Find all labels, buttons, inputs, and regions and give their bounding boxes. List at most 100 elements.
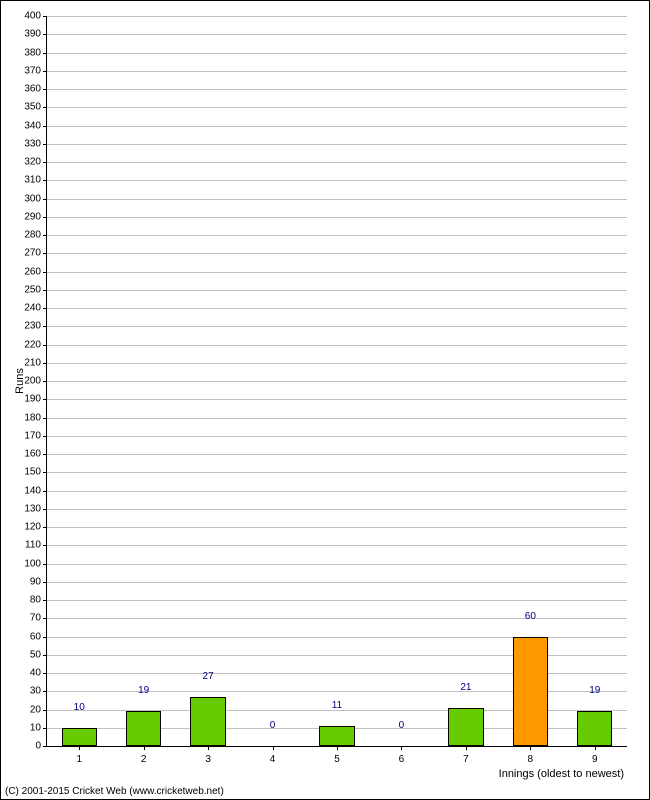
y-tick-label: 170 xyxy=(24,430,47,441)
y-tick-label: 240 xyxy=(24,303,47,314)
bar-value-label: 19 xyxy=(138,685,149,698)
bar-value-label: 60 xyxy=(525,611,536,624)
gridline xyxy=(47,126,627,127)
y-tick-label: 120 xyxy=(24,522,47,533)
y-tick-label: 320 xyxy=(24,157,47,168)
gridline xyxy=(47,144,627,145)
y-tick-label: 340 xyxy=(24,120,47,131)
gridline xyxy=(47,89,627,90)
y-tick-label: 210 xyxy=(24,357,47,368)
x-tick-label: 1 xyxy=(76,746,82,765)
bar xyxy=(513,637,548,747)
y-tick-label: 110 xyxy=(25,540,47,551)
gridline xyxy=(47,509,627,510)
y-tick-label: 180 xyxy=(24,412,47,423)
gridline xyxy=(47,418,627,419)
gridline xyxy=(47,34,627,35)
gridline xyxy=(47,618,627,619)
x-axis-title: Innings (oldest to newest) xyxy=(499,768,624,780)
gridline xyxy=(47,600,627,601)
gridline xyxy=(47,564,627,565)
y-tick-label: 390 xyxy=(24,29,47,40)
gridline xyxy=(47,162,627,163)
gridline xyxy=(47,326,627,327)
bar xyxy=(126,711,161,746)
bar xyxy=(577,711,612,746)
gridline xyxy=(47,16,627,17)
gridline xyxy=(47,381,627,382)
y-tick-label: 250 xyxy=(24,284,47,295)
y-tick-label: 10 xyxy=(30,722,47,733)
chart-container: 0102030405060708090100110120130140150160… xyxy=(0,0,650,800)
gridline xyxy=(47,71,627,72)
y-tick-label: 30 xyxy=(30,686,47,697)
gridline xyxy=(47,308,627,309)
x-tick-label: 7 xyxy=(463,746,469,765)
y-tick-label: 70 xyxy=(30,613,47,624)
y-tick-label: 130 xyxy=(24,503,47,514)
x-tick-label: 5 xyxy=(334,746,340,765)
y-tick-label: 290 xyxy=(24,211,47,222)
x-tick-label: 9 xyxy=(592,746,598,765)
y-tick-label: 190 xyxy=(24,394,47,405)
y-tick-label: 140 xyxy=(24,485,47,496)
y-tick-label: 330 xyxy=(24,138,47,149)
x-tick-label: 8 xyxy=(528,746,534,765)
gridline xyxy=(47,545,627,546)
y-axis-title: Runs xyxy=(14,368,26,394)
y-tick-label: 270 xyxy=(24,248,47,259)
y-tick-label: 260 xyxy=(24,266,47,277)
bar xyxy=(190,697,225,746)
y-tick-label: 200 xyxy=(24,376,47,387)
bar-value-label: 11 xyxy=(332,700,342,713)
y-tick-label: 90 xyxy=(30,576,47,587)
gridline xyxy=(47,235,627,236)
y-tick-label: 310 xyxy=(24,175,47,186)
y-tick-label: 380 xyxy=(24,47,47,58)
bar-value-label: 0 xyxy=(399,720,405,733)
gridline xyxy=(47,53,627,54)
gridline xyxy=(47,199,627,200)
bar-value-label: 21 xyxy=(460,682,471,695)
gridline xyxy=(47,180,627,181)
bar-value-label: 19 xyxy=(589,685,600,698)
x-tick-label: 6 xyxy=(399,746,405,765)
copyright-text: (C) 2001-2015 Cricket Web (www.cricketwe… xyxy=(5,786,224,797)
y-tick-label: 360 xyxy=(24,84,47,95)
y-tick-label: 160 xyxy=(24,449,47,460)
bar xyxy=(448,708,483,746)
y-tick-label: 50 xyxy=(30,649,47,660)
y-tick-label: 400 xyxy=(24,11,47,22)
bar xyxy=(319,726,354,746)
bar-value-label: 0 xyxy=(270,720,276,733)
y-tick-label: 40 xyxy=(30,668,47,679)
y-tick-label: 230 xyxy=(24,321,47,332)
y-tick-label: 100 xyxy=(24,558,47,569)
y-tick-label: 280 xyxy=(24,230,47,241)
gridline xyxy=(47,345,627,346)
gridline xyxy=(47,217,627,218)
gridline xyxy=(47,582,627,583)
gridline xyxy=(47,290,627,291)
gridline xyxy=(47,363,627,364)
gridline xyxy=(47,491,627,492)
x-tick-label: 3 xyxy=(205,746,211,765)
gridline xyxy=(47,107,627,108)
gridline xyxy=(47,454,627,455)
y-tick-label: 60 xyxy=(30,631,47,642)
x-tick-label: 2 xyxy=(141,746,147,765)
gridline xyxy=(47,253,627,254)
y-tick-label: 80 xyxy=(30,595,47,606)
bar-value-label: 27 xyxy=(203,671,214,684)
plot-area: 0102030405060708090100110120130140150160… xyxy=(46,16,627,747)
gridline xyxy=(47,472,627,473)
x-tick-label: 4 xyxy=(270,746,276,765)
gridline xyxy=(47,436,627,437)
gridline xyxy=(47,399,627,400)
y-tick-label: 20 xyxy=(30,704,47,715)
gridline xyxy=(47,527,627,528)
y-tick-label: 370 xyxy=(24,65,47,76)
bar-value-label: 10 xyxy=(74,702,85,715)
y-tick-label: 220 xyxy=(24,339,47,350)
bar xyxy=(62,728,97,746)
